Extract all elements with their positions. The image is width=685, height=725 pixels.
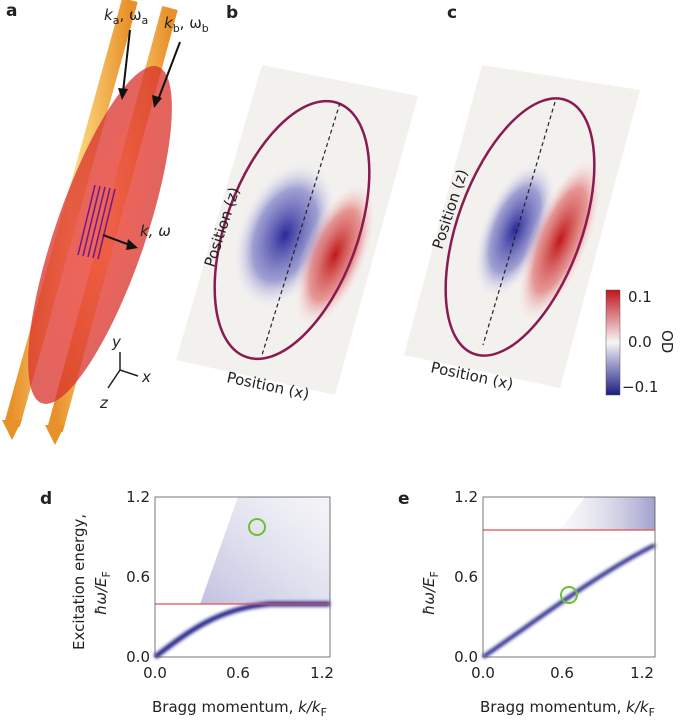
cloud-outline xyxy=(444,97,596,357)
shape xyxy=(77,184,96,256)
y-label: ħω/EF xyxy=(92,571,113,615)
x-label: Bragg momentum, k/kF xyxy=(480,698,655,719)
x-tick-label: 1.2 xyxy=(310,664,334,682)
y-tick-label: 0.6 xyxy=(126,568,150,586)
grating xyxy=(77,184,116,260)
label-part: Bragg momentum, xyxy=(480,698,626,716)
shape xyxy=(87,186,106,258)
label-part: a xyxy=(113,14,120,27)
shape xyxy=(82,185,101,257)
density-peak xyxy=(292,179,378,331)
label-part: k xyxy=(104,6,114,24)
label-part: ħω/E xyxy=(92,577,110,615)
cloud-outline xyxy=(213,99,371,361)
label-part: F xyxy=(428,571,441,577)
dispersion xyxy=(153,601,330,659)
y-label: Excitation energy, xyxy=(70,514,88,650)
colorbar-tick: 0.1 xyxy=(628,288,652,306)
arrow xyxy=(102,234,131,246)
continuum xyxy=(560,497,655,530)
arrow-head xyxy=(126,239,138,250)
label-part: a xyxy=(142,14,149,27)
shape xyxy=(119,369,139,377)
shape xyxy=(92,187,111,259)
x-tick-label: 0.0 xyxy=(471,664,495,682)
axis-line xyxy=(482,101,556,346)
y-tick-label: 1.2 xyxy=(454,488,478,506)
density-dip xyxy=(472,159,558,301)
axis-y: y xyxy=(111,333,122,351)
panel-letter: d xyxy=(40,489,52,509)
atom-cloud xyxy=(28,66,172,404)
y-tick-label: 0.6 xyxy=(454,568,478,586)
colorbar xyxy=(605,289,621,396)
label-part: F xyxy=(649,706,655,719)
colorbar-tick: −0.1 xyxy=(622,378,658,396)
label-part: F xyxy=(321,706,327,719)
continuum xyxy=(200,497,330,604)
colorbar-tick: 0.0 xyxy=(628,333,652,351)
arrow xyxy=(157,41,181,101)
beam-arrow xyxy=(2,420,22,440)
arrow-head xyxy=(118,88,128,100)
label-part: k xyxy=(164,14,174,32)
density-peak xyxy=(515,153,605,327)
axis-z: z xyxy=(99,394,109,412)
y-tick-label: 0.0 xyxy=(126,648,150,666)
arrow xyxy=(122,29,131,93)
label-part: b xyxy=(173,22,180,35)
label-part: , ω xyxy=(180,14,202,32)
label-part: Bragg momentum, xyxy=(152,698,298,716)
panel-letter: e xyxy=(398,489,410,509)
label-part: ħω/E xyxy=(420,577,438,615)
x-label: Bragg momentum, k/kF xyxy=(152,698,327,719)
marker xyxy=(560,586,578,604)
beam-arrow xyxy=(45,425,65,445)
label-part: k/k xyxy=(626,698,650,716)
panel-letter: b xyxy=(226,3,238,23)
label-part: k/k xyxy=(298,698,322,716)
y-tick-label: 1.2 xyxy=(126,488,150,506)
arrow-head xyxy=(152,95,162,108)
panel-letter: c xyxy=(447,3,457,23)
plot-frame xyxy=(482,496,656,658)
shape xyxy=(97,188,116,260)
label-part: , ω xyxy=(119,6,141,24)
x-tick-label: 0.0 xyxy=(143,664,167,682)
colorbar-label: OD xyxy=(658,330,676,353)
label-part: F xyxy=(100,571,113,577)
probe-label: k, ω xyxy=(140,222,171,240)
axes-icon xyxy=(107,352,139,389)
x-tick-label: 1.2 xyxy=(630,664,654,682)
plot-frame xyxy=(154,496,331,658)
beam-label: kb, ωb xyxy=(164,14,209,35)
y-label: ħω/EF xyxy=(420,571,441,615)
label-part: b xyxy=(202,22,209,35)
axis-x: x xyxy=(141,368,151,386)
panel-letter: a xyxy=(6,1,17,21)
axis-line xyxy=(261,102,341,356)
beam-label: ka, ωa xyxy=(104,6,148,27)
y-tick-label: 0.0 xyxy=(454,648,478,666)
shape xyxy=(107,369,121,389)
dispersion xyxy=(481,543,656,659)
x-tick-label: 0.6 xyxy=(226,664,250,682)
marker xyxy=(248,518,266,536)
x-tick-label: 0.6 xyxy=(550,664,574,682)
